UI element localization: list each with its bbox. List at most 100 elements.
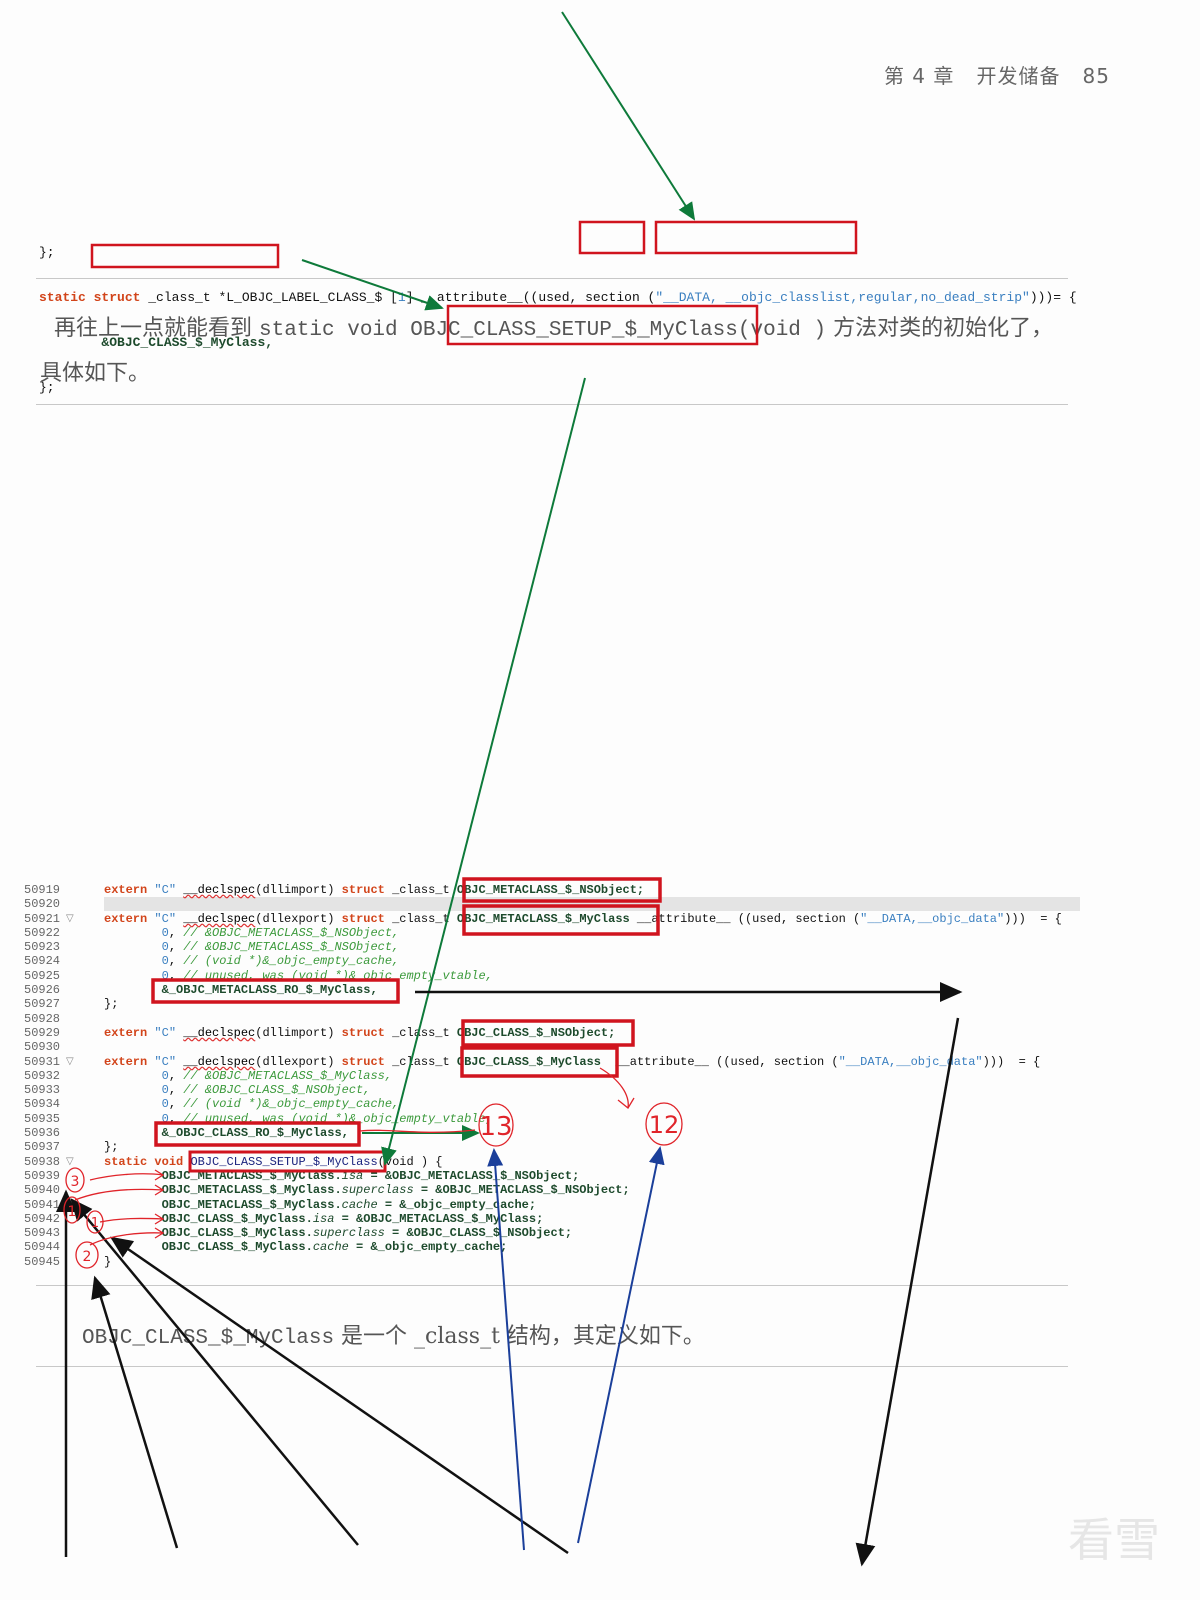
code-text: OBJC_CLASS_$_MyClass.superclass = &OBJC_… bbox=[104, 1226, 572, 1240]
highlight-box bbox=[578, 220, 646, 255]
green-arrow bbox=[301, 259, 444, 311]
code-line: 50943 OBJC_CLASS_$_MyClass.superclass = … bbox=[0, 1226, 1100, 1240]
code-text: &_OBJC_CLASS_RO_$_MyClass, bbox=[104, 1126, 349, 1140]
code-text: 0, // &OBJC_CLASS_$_NSObject, bbox=[104, 1083, 371, 1097]
line-number: 50924 bbox=[24, 954, 61, 969]
line-number: 50938 bbox=[24, 1154, 61, 1169]
code-token: _class_t bbox=[384, 883, 457, 897]
code-line: 50919 extern "C" __declspec(dllimport) st… bbox=[0, 883, 1100, 897]
code-token: }; bbox=[104, 997, 119, 1012]
code-token: // (void *)&_objc_empty_cache, bbox=[183, 1097, 400, 1112]
code-line: 50932 0, // &OBJC_METACLASS_$_MyClass, bbox=[0, 1069, 1100, 1083]
line-number: 50934 bbox=[24, 1097, 61, 1112]
code-token: 0 bbox=[161, 1111, 169, 1126]
code-token: &OBJC_CLASS_$_MyClass, bbox=[101, 335, 274, 350]
green-arrow bbox=[381, 377, 586, 1166]
fold-toggle-icon[interactable]: ▽ bbox=[66, 1055, 74, 1067]
code-token: __declspec bbox=[183, 1054, 256, 1069]
line-number: 50943 bbox=[24, 1226, 61, 1241]
code-line: 50934 0, // (void *)&_objc_empty_cache, bbox=[0, 1097, 1100, 1111]
line-number: 50936 bbox=[24, 1126, 61, 1141]
code-token: struct bbox=[341, 883, 385, 897]
line-number: 50933 bbox=[24, 1083, 61, 1098]
code-token: OBJC_METACLASS_$_MyClass. bbox=[161, 1197, 342, 1212]
line-number: 50925 bbox=[24, 968, 61, 983]
code-token: 0 bbox=[161, 940, 169, 955]
highlight-box bbox=[460, 1046, 619, 1078]
code-token: extern bbox=[104, 911, 148, 926]
code-line: 50945} bbox=[0, 1255, 1100, 1269]
code-token: , bbox=[168, 1111, 184, 1126]
handwritten-arrow bbox=[74, 1184, 165, 1201]
line-number: 50921 bbox=[24, 911, 61, 926]
code-token: , bbox=[168, 968, 184, 983]
code-token: , bbox=[168, 940, 184, 955]
highlight-box bbox=[462, 877, 662, 903]
code-text: &_OBJC_METACLASS_RO_$_MyClass, bbox=[104, 983, 378, 997]
highlight-box bbox=[461, 1019, 635, 1047]
code-token: = &OBJC_METACLASS_$_NSObject; bbox=[413, 1183, 630, 1198]
code-token: OBJC_CLASS_$_MyClass. bbox=[161, 1240, 313, 1255]
divider bbox=[36, 404, 1068, 405]
code-line: 50923 0, // &OBJC_METACLASS_$_NSObject, bbox=[0, 940, 1100, 954]
code-line: }; bbox=[39, 245, 55, 260]
code-token: __attribute__ ((used, section ( bbox=[629, 911, 861, 926]
code-text: OBJC_CLASS_$_MyClass.isa = &OBJC_METACLA… bbox=[104, 1211, 544, 1226]
line-number: 50941 bbox=[24, 1197, 61, 1212]
code-text: extern "C" __declspec(dllexport) struct … bbox=[104, 912, 1062, 926]
line-number: 50930 bbox=[24, 1040, 61, 1055]
circle-label: 12 bbox=[649, 1111, 680, 1139]
code-text: 0, // &OBJC_METACLASS_$_NSObject, bbox=[104, 925, 400, 940]
line-number: 50945 bbox=[24, 1254, 61, 1269]
code-token: struct bbox=[341, 1025, 385, 1040]
paragraph-text: 是一个 _class_t 结构，其定义如下。 bbox=[334, 1324, 705, 1349]
code-token: (dllexport) bbox=[255, 911, 342, 926]
code-token: "__DATA,__objc_data" bbox=[860, 911, 1005, 926]
code-token: "__DATA,__objc_data" bbox=[838, 1054, 983, 1069]
code-token: cache bbox=[312, 1240, 349, 1255]
code-line: 50940 OBJC_METACLASS_$_MyClass.superclas… bbox=[0, 1183, 1100, 1197]
code-token: 0 bbox=[161, 968, 169, 983]
code-token: "C" bbox=[154, 1025, 177, 1040]
code-line: 50921 ▽ extern "C" __declspec(dllexport) s… bbox=[0, 912, 1100, 926]
inline-code: static void bbox=[259, 319, 411, 342]
circle-label: 2 bbox=[83, 1249, 92, 1265]
code-token: _class_t *L_OBJC_LABEL_CLASS_$ [ bbox=[140, 290, 398, 305]
code-token: , bbox=[168, 1068, 184, 1083]
code-token: OBJC_CLASS_$_MyClass. bbox=[161, 1211, 313, 1226]
code-line: 50941 OBJC_METACLASS_$_MyClass.cache = &… bbox=[0, 1198, 1100, 1212]
code-text: OBJC_CLASS_$_MyClass.cache = &_objc_empt… bbox=[104, 1240, 508, 1255]
code-token: __attribute__ ((used, section ( bbox=[600, 1054, 839, 1069]
code-token: // &OBJC_METACLASS_$_NSObject, bbox=[183, 925, 400, 940]
code-token: _class_t bbox=[384, 911, 457, 926]
code-text: extern "C" __declspec(dllimport) struct … bbox=[104, 1026, 615, 1040]
page-header: 第 4 章 开发储备 85 bbox=[884, 60, 1110, 89]
line-number: 50922 bbox=[24, 925, 61, 940]
code-line: &OBJC_CLASS_$_MyClass, bbox=[39, 335, 1077, 350]
line-number: 50927 bbox=[24, 997, 61, 1012]
chapter-label: 第 4 章 bbox=[883, 64, 955, 88]
circle-label: 13 bbox=[479, 1112, 512, 1142]
code-token: &_OBJC_CLASS_RO_$_MyClass, bbox=[161, 1126, 349, 1141]
code-editor: 50919 extern "C" __declspec(dllimport) st… bbox=[0, 883, 1100, 1269]
code-token: = &_objc_empty_cache; bbox=[377, 1197, 537, 1212]
code-line: 50920 bbox=[0, 897, 1100, 911]
code-token: struct bbox=[341, 1054, 385, 1069]
code-token: "C" bbox=[154, 1054, 177, 1069]
paragraph-text: 再往上一点就能看到 bbox=[54, 316, 259, 341]
inline-code: (void ) bbox=[737, 319, 827, 342]
handwritten-circle bbox=[645, 1102, 683, 1146]
handwritten-circle bbox=[63, 1196, 81, 1224]
fold-toggle-icon[interactable]: ▽ bbox=[66, 912, 74, 924]
code-token: __declspec bbox=[183, 883, 256, 897]
code-token: // &OBJC_METACLASS_$_NSObject, bbox=[183, 940, 400, 955]
paragraph: 再往上一点就能看到 static void OBJC_CLASS_SETUP_$… bbox=[40, 310, 1053, 342]
code-token: 0 bbox=[161, 1068, 169, 1083]
code-token: 1 bbox=[397, 290, 406, 305]
circle-label: 3 bbox=[71, 1174, 80, 1190]
fold-toggle-icon[interactable]: ▽ bbox=[66, 1155, 74, 1167]
code-line: 50931 ▽ extern "C" __declspec(dllexport) s… bbox=[0, 1055, 1100, 1069]
line-number: 50937 bbox=[24, 1140, 61, 1155]
code-text: extern "C" __declspec(dllexport) struct … bbox=[104, 1055, 1040, 1069]
code-token: extern bbox=[104, 1025, 148, 1040]
